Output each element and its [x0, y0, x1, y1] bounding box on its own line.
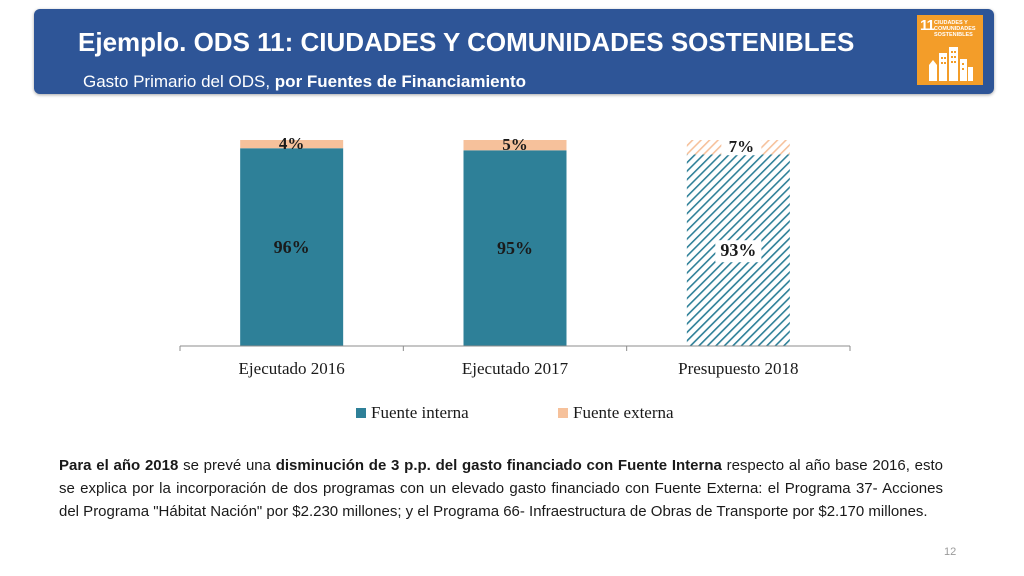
sdg-number: 11 — [920, 17, 935, 34]
x-tick-label-2: Presupuesto 2018 — [678, 359, 798, 378]
data-label-interna-0: 96% — [274, 237, 310, 257]
data-labels-group: 96% 4% 95% 5% 93% 7% — [274, 134, 762, 263]
subtitle-bold: por Fuentes de Financiamiento — [274, 72, 527, 91]
explanation-paragraph: Para el año 2018 se prevé una disminució… — [59, 454, 943, 523]
city-buildings-icon — [929, 47, 973, 81]
legend-swatch-0 — [356, 408, 366, 418]
bars-group — [240, 140, 790, 346]
data-label-externa-0: 4% — [279, 134, 305, 153]
bar-externa-1 — [463, 140, 567, 151]
data-label-bg-1-2 — [721, 139, 762, 156]
data-label-bg-0-2 — [715, 240, 762, 263]
page-number: 12 — [944, 546, 957, 558]
sdg-title: CIUDADES Y COMUNIDADES SOSTENIBLES — [934, 20, 976, 38]
x-tick-label-0: Ejecutado 2016 — [239, 359, 345, 378]
header-banner: Ejemplo. ODS 11: CIUDADES Y COMUNIDADES … — [34, 9, 994, 94]
paragraph-text-1: se prevé una — [178, 457, 276, 474]
x-axis: Ejecutado 2016 Ejecutado 2017 Presupuesto … — [179, 345, 851, 378]
bar-interna-0 — [240, 148, 344, 346]
data-label-interna-2: 93% — [720, 240, 756, 260]
page-subtitle: Gasto Primario del ODS, por Fuentes de F… — [83, 72, 526, 92]
x-tick-label-1: Ejecutado 2017 — [462, 359, 569, 378]
bar-externa-0 — [240, 140, 344, 149]
subtitle-normal: Gasto Primario del ODS, — [83, 72, 271, 91]
paragraph-text-2: respecto al año base 2016, esto se expli… — [59, 457, 943, 520]
legend-label-1: Fuente externa — [573, 403, 674, 422]
data-label-externa-1: 5% — [502, 135, 528, 154]
sdg-11-badge: 11 CIUDADES Y COMUNIDADES SOSTENIBLES — [917, 15, 983, 85]
legend-label-0: Fuente interna — [371, 403, 469, 422]
paragraph-bold-year: Para el año 2018 — [59, 457, 179, 474]
chart-legend: Fuente interna Fuente externa — [356, 403, 674, 422]
stacked-bar-chart: 96%4%95%5%93%7% Ejecutado 2016 Ejecutado … — [179, 134, 851, 422]
bar-interna-1 — [463, 150, 567, 346]
data-label-externa-2: 7% — [729, 137, 755, 156]
page-title: Ejemplo. ODS 11: CIUDADES Y COMUNIDADES … — [78, 27, 855, 57]
legend-swatch-1 — [558, 408, 568, 418]
paragraph-bold-decrease: disminución de 3 p.p. del gasto financia… — [275, 457, 722, 474]
data-label-interna-1: 95% — [497, 238, 533, 258]
